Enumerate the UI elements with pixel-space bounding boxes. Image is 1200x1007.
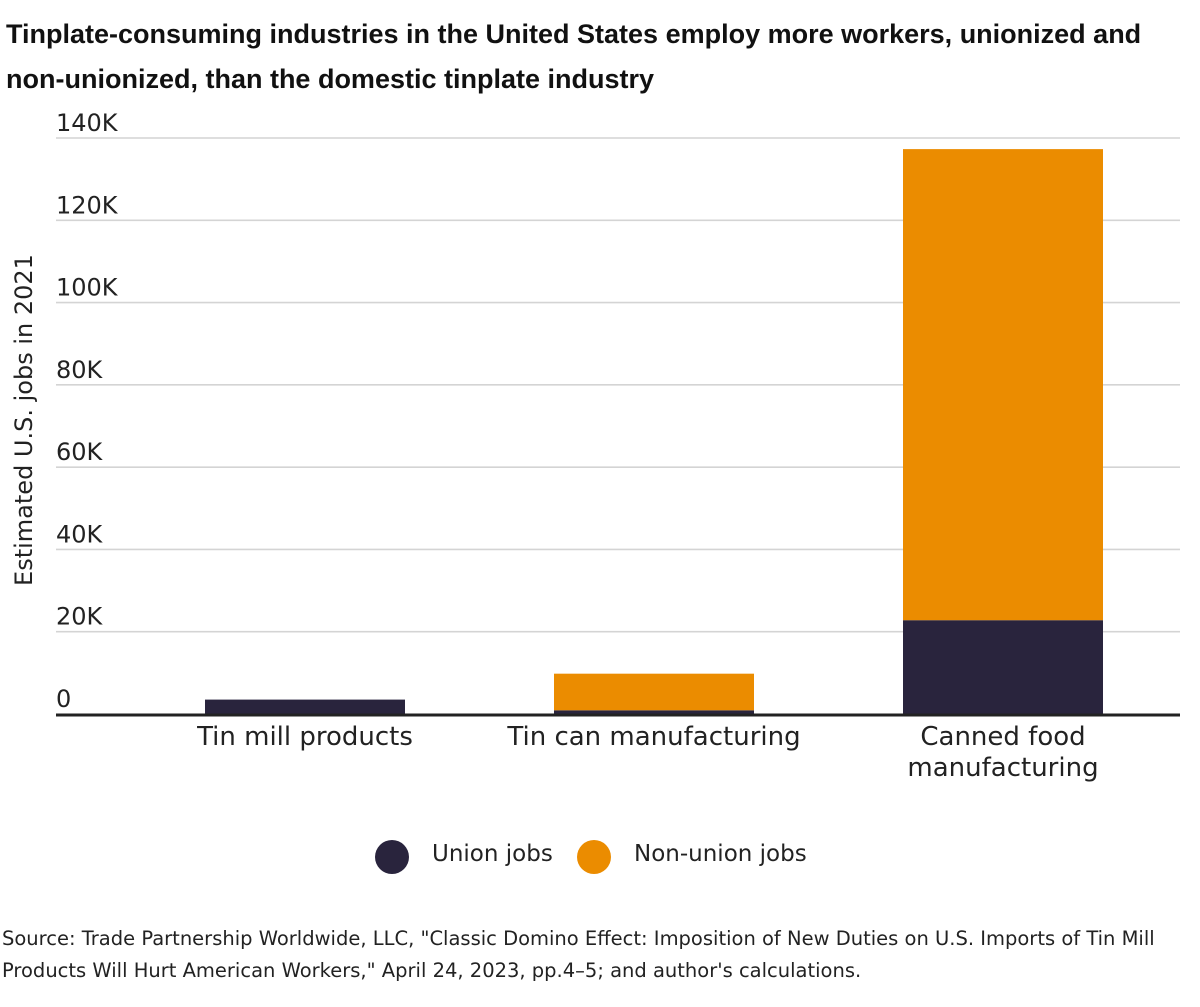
y-tick-label: 100K bbox=[56, 274, 119, 302]
x-category-label: Tin can manufacturing bbox=[506, 722, 800, 752]
y-tick-label: 140K bbox=[56, 109, 119, 137]
bar-non-union bbox=[554, 673, 754, 711]
legend-label: Union jobs bbox=[432, 841, 553, 867]
bar-union bbox=[205, 699, 405, 714]
chart-title: Tinplate-consuming industries in the Uni… bbox=[6, 19, 1142, 94]
bar-union bbox=[554, 710, 754, 714]
y-tick-label: 40K bbox=[56, 520, 104, 548]
y-axis-title: Estimated U.S. jobs in 2021 bbox=[10, 254, 38, 586]
y-tick-label: 120K bbox=[56, 191, 119, 219]
legend-label: Non-union jobs bbox=[634, 841, 807, 867]
bar-union bbox=[903, 620, 1103, 714]
legend-swatch bbox=[375, 840, 409, 874]
chart-plot: 0 20K 40K 60K 80K 100K 120K 140K Tin mill produc… bbox=[10, 109, 1180, 874]
y-tick-label: 80K bbox=[56, 356, 104, 384]
y-tick-label: 20K bbox=[56, 603, 104, 631]
source-note: Source: Trade Partnership Worldwide, LLC… bbox=[2, 927, 1155, 982]
y-tick-label: 0 bbox=[56, 685, 71, 713]
x-category-label: Tin mill products bbox=[196, 722, 413, 752]
x-category-label: manufacturing bbox=[907, 753, 1098, 783]
bar-non-union bbox=[903, 149, 1103, 621]
x-category-label: Canned food bbox=[920, 722, 1085, 752]
y-tick-label: 60K bbox=[56, 438, 104, 466]
legend-swatch bbox=[577, 840, 611, 874]
